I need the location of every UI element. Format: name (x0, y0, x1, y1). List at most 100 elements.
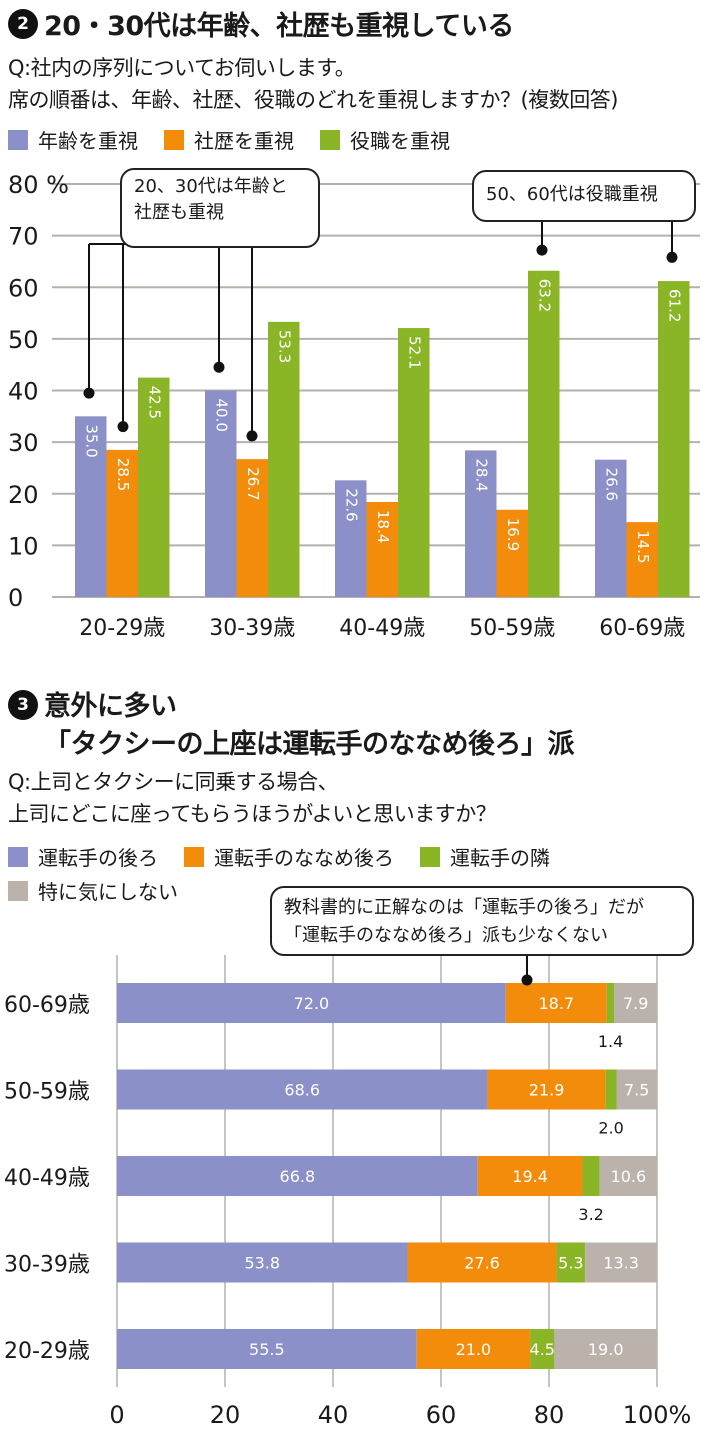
bar-segment (117, 983, 506, 1023)
segment-value-label: 7.9 (623, 994, 648, 1013)
bar-segment (556, 1242, 586, 1283)
bar-segment (505, 983, 607, 1023)
bar-value-label: 42.5 (145, 386, 163, 419)
bar (205, 390, 237, 597)
bar-segment (477, 1156, 583, 1196)
bar-segment (554, 1329, 657, 1369)
bar (366, 502, 398, 597)
callout-text: 社歴も重視 (134, 202, 224, 223)
legend-label: 年齢を重視 (38, 129, 138, 153)
y-tick-label: 10 (8, 532, 39, 560)
y-tick-label: 20 (8, 481, 39, 509)
y-category-label: 40-49歳 (4, 1166, 90, 1191)
y-category-label: 60-69歳 (4, 993, 90, 1018)
bar-value-label: 40.0 (212, 399, 230, 432)
legend-swatch (8, 846, 28, 867)
bar (595, 459, 627, 597)
section-title-line-2: 「タクシーの上座は運転手のななめ後ろ」派 (44, 729, 575, 760)
bar (106, 449, 138, 597)
callout-pointer-dot (117, 421, 129, 433)
bar-segment (530, 1329, 555, 1369)
segment-value-label: 53.8 (244, 1254, 280, 1273)
bar-segment (582, 1156, 600, 1196)
bar-segment (487, 1069, 606, 1110)
stacked-bar-chart: 0 20 40 60 80 100% 72.0 18.7 1.47.9 60-69歳 68.6 21.… (4, 955, 691, 1429)
x-tick-label: 40 (318, 1401, 349, 1429)
y-tick-label: 80 % (8, 171, 69, 199)
bar-segment (117, 1329, 417, 1369)
callout-pointer-dot (83, 387, 95, 399)
segment-value-label: 27.6 (464, 1254, 500, 1273)
legend-item: 役職を重視 (320, 125, 450, 154)
bar-segment (416, 1329, 531, 1369)
x-tick-label: 50-59歳 (469, 616, 555, 641)
legend-swatch (8, 129, 28, 150)
callout-text: 20、30代は年齢と (134, 176, 288, 197)
y-tick-label: 50 (8, 326, 39, 354)
chart2-legend-row1: 運転手の後ろ 運転手のななめ後ろ 運転手の隣 (8, 842, 576, 871)
bar-value-label: 28.4 (472, 458, 490, 491)
y-tick-label: 40 (8, 378, 39, 406)
legend-swatch (8, 880, 28, 901)
bar (626, 522, 658, 597)
bar-value-label: 63.2 (535, 279, 553, 312)
x-tick-label: 20 (210, 1401, 241, 1429)
bar-value-label: 53.3 (275, 330, 293, 363)
legend-label: 社歴を重視 (194, 129, 294, 153)
bar-value-label: 26.6 (602, 468, 620, 501)
bar (465, 450, 497, 597)
bar-value-label: 61.2 (665, 289, 683, 322)
segment-value-label: 7.5 (624, 1081, 649, 1100)
x-tick-label: 30-39歳 (209, 616, 295, 641)
x-tick-label: 0 (109, 1401, 124, 1429)
callout-text: 「運転手のななめ後ろ」派も少なくない (284, 925, 608, 946)
x-tick-label: 40-49歳 (339, 616, 425, 641)
bar-value-label: 16.9 (504, 518, 522, 551)
callout-pointer-dot (213, 361, 225, 373)
callout-note: 教科書的に正解なのは「運転手の後ろ」だが 「運転手のななめ後ろ」派も少なくない (270, 886, 694, 956)
bar (335, 480, 367, 597)
callout-pointer-dot (536, 244, 548, 256)
bar (658, 281, 690, 597)
bar-segment (117, 1242, 408, 1283)
legend-item: 年齢を重視 (8, 125, 138, 154)
bar (236, 459, 268, 597)
y-category-label: 20-29歳 (4, 1339, 90, 1364)
bar-value-label: 35.0 (82, 424, 100, 457)
y-tick-label: 30 (8, 429, 39, 457)
section-number-badge: 2 (8, 9, 38, 39)
bar (496, 509, 528, 597)
question-line-2: 上司にどこに座ってもらうほうがよいと思いますか？ (8, 802, 497, 826)
bar-value-label: 14.5 (634, 530, 652, 563)
legend-item: 運転手の隣 (420, 842, 550, 871)
legend-label: 特に気にしない (38, 880, 178, 904)
bar-value-label: 26.7 (244, 467, 262, 500)
x-tick-label: 60 (426, 1401, 457, 1429)
segment-value-label: 2.0 (598, 1119, 623, 1138)
callout-pointer-dot (246, 430, 258, 442)
legend-swatch (420, 846, 440, 867)
y-tick-label: 60 (8, 274, 39, 302)
segment-value-label: 4.5 (530, 1340, 555, 1359)
callout-text: 教科書的に正解なのは「運転手の後ろ」だが (284, 897, 644, 918)
legend-item: 特に気にしない (8, 876, 178, 905)
legend-swatch (320, 129, 340, 150)
segment-value-label: 21.0 (456, 1340, 492, 1359)
bar-segment (117, 1156, 478, 1196)
callout-right: 50、60代は役職重視 (472, 170, 696, 222)
section-title: 20・30代は年齢、社歴も重視している (44, 11, 514, 42)
chart1-legend: 年齢を重視 社歴を重視 役職を重視 (8, 125, 476, 154)
segment-value-label: 10.6 (611, 1167, 647, 1186)
y-tick-label: 70 (8, 223, 39, 251)
legend-swatch (184, 846, 204, 867)
section-number-badge: 3 (8, 690, 38, 720)
segment-value-label: 55.5 (249, 1340, 285, 1359)
bar-segment (599, 1156, 657, 1196)
segment-value-label: 5.3 (558, 1254, 583, 1273)
y-tick-label: 0 (8, 584, 23, 612)
bar (268, 321, 300, 597)
bar-segment (605, 1069, 617, 1110)
bar-segment (614, 983, 657, 1023)
x-tick-label: 20-29歳 (79, 616, 165, 641)
legend-item: 運転手の後ろ (8, 842, 158, 871)
